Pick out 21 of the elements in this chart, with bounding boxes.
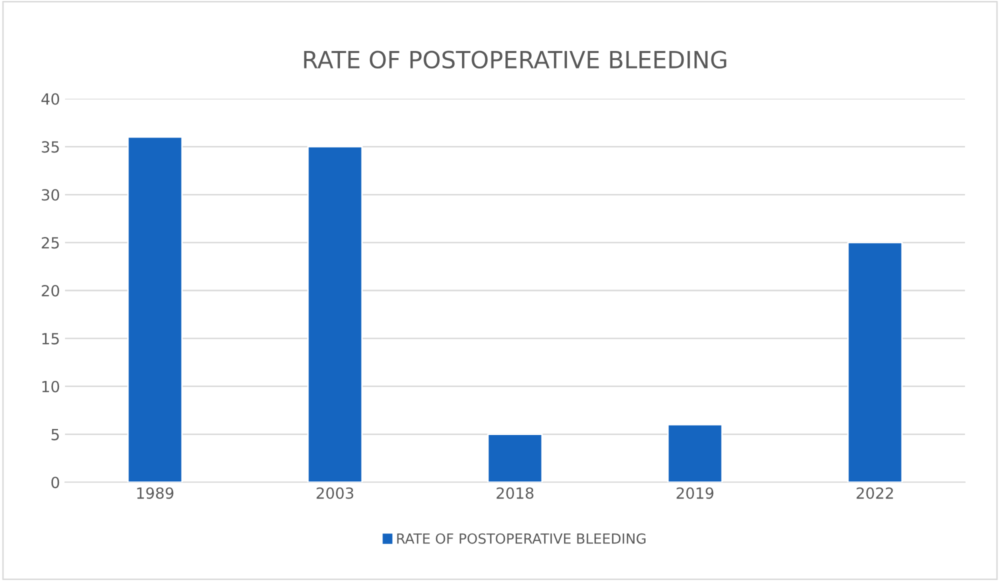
y-tick-label: 40 xyxy=(41,93,60,105)
bar xyxy=(847,242,903,482)
bar xyxy=(667,424,723,482)
y-tick-label: 20 xyxy=(42,284,60,297)
y-tick-label: 25 xyxy=(42,237,59,249)
x-tick-label: 2022 xyxy=(856,487,893,499)
bar xyxy=(307,146,363,482)
bar xyxy=(487,434,543,482)
x-tick-label: 2019 xyxy=(676,487,714,499)
legend-label: RATE OF POSTOPERATIVE BLEEDING xyxy=(397,533,646,544)
x-tick-label: 2018 xyxy=(496,487,534,499)
y-tick-label: 15 xyxy=(42,333,59,344)
x-tick-label: 1989 xyxy=(137,487,174,499)
y-tick-label: 10 xyxy=(42,380,60,392)
y-tick-label: 0 xyxy=(51,476,60,488)
bar xyxy=(127,136,183,482)
y-tick-label: 35 xyxy=(42,141,59,153)
x-tick-label: 2003 xyxy=(316,487,354,499)
chart-title: RATE OF POSTOPERATIVE BLEEDING xyxy=(304,50,726,69)
y-tick-label: 5 xyxy=(52,428,59,440)
y-tick-label: 30 xyxy=(42,189,60,201)
